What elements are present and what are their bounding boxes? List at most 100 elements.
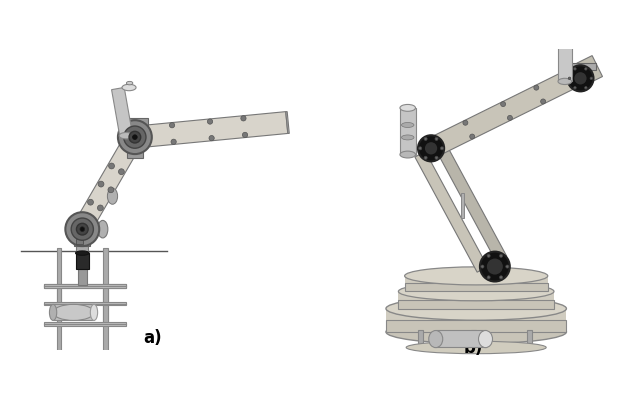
- Polygon shape: [404, 283, 548, 291]
- Bar: [386, 310, 566, 332]
- Ellipse shape: [398, 282, 554, 301]
- Circle shape: [500, 254, 503, 257]
- Circle shape: [133, 135, 137, 139]
- Circle shape: [80, 227, 84, 231]
- Circle shape: [487, 254, 490, 257]
- Ellipse shape: [50, 304, 57, 320]
- Circle shape: [500, 102, 505, 107]
- Circle shape: [108, 187, 114, 193]
- Circle shape: [76, 224, 88, 235]
- Polygon shape: [415, 151, 488, 272]
- Polygon shape: [577, 55, 603, 84]
- Polygon shape: [134, 112, 288, 148]
- Ellipse shape: [429, 331, 443, 348]
- Bar: [104, 289, 108, 365]
- Circle shape: [124, 126, 146, 148]
- Polygon shape: [398, 300, 554, 309]
- Circle shape: [470, 134, 475, 139]
- Circle shape: [71, 218, 93, 240]
- Polygon shape: [386, 320, 566, 332]
- Bar: [471, 330, 476, 349]
- Bar: [526, 330, 531, 349]
- Circle shape: [435, 156, 438, 159]
- Ellipse shape: [386, 320, 566, 344]
- Circle shape: [574, 86, 576, 89]
- Circle shape: [481, 265, 484, 268]
- Bar: [104, 248, 108, 324]
- Circle shape: [540, 99, 545, 104]
- Text: b): b): [464, 339, 483, 357]
- Circle shape: [243, 132, 248, 138]
- Bar: [565, 63, 596, 70]
- Ellipse shape: [479, 331, 493, 348]
- Circle shape: [567, 65, 594, 91]
- Bar: [112, 88, 132, 136]
- Bar: [398, 291, 554, 309]
- Circle shape: [568, 77, 571, 80]
- Circle shape: [118, 120, 152, 154]
- Ellipse shape: [561, 34, 568, 38]
- Circle shape: [585, 68, 587, 70]
- Bar: [558, 41, 572, 81]
- Circle shape: [418, 135, 444, 161]
- Polygon shape: [74, 132, 143, 232]
- Circle shape: [88, 199, 93, 205]
- Bar: [44, 284, 126, 288]
- Polygon shape: [286, 112, 290, 133]
- Ellipse shape: [126, 81, 133, 85]
- Bar: [418, 330, 423, 349]
- Circle shape: [463, 120, 468, 125]
- Bar: [400, 108, 415, 155]
- Bar: [122, 118, 148, 126]
- Ellipse shape: [53, 304, 94, 320]
- Circle shape: [241, 116, 246, 121]
- Circle shape: [119, 169, 124, 175]
- Ellipse shape: [404, 267, 548, 285]
- Bar: [74, 234, 90, 246]
- Ellipse shape: [406, 341, 546, 354]
- Circle shape: [435, 137, 438, 141]
- Bar: [76, 253, 89, 269]
- Bar: [127, 146, 143, 158]
- Ellipse shape: [122, 84, 136, 91]
- Circle shape: [129, 131, 141, 143]
- Circle shape: [534, 85, 539, 90]
- Circle shape: [418, 147, 422, 150]
- Ellipse shape: [76, 251, 89, 255]
- Circle shape: [170, 123, 175, 128]
- Bar: [76, 239, 83, 244]
- Ellipse shape: [98, 221, 108, 238]
- Bar: [44, 284, 126, 288]
- Ellipse shape: [558, 78, 572, 85]
- Bar: [44, 322, 126, 326]
- Ellipse shape: [90, 304, 98, 320]
- Bar: [460, 193, 464, 219]
- Ellipse shape: [107, 188, 117, 204]
- Ellipse shape: [400, 151, 415, 158]
- Bar: [436, 330, 486, 347]
- Ellipse shape: [401, 135, 414, 140]
- Bar: [53, 304, 94, 320]
- Bar: [57, 248, 61, 324]
- Ellipse shape: [119, 133, 133, 139]
- Circle shape: [98, 181, 104, 187]
- Text: a): a): [143, 329, 162, 347]
- Circle shape: [574, 68, 576, 70]
- Circle shape: [97, 205, 104, 211]
- Bar: [76, 231, 88, 253]
- Circle shape: [65, 212, 99, 246]
- Bar: [78, 269, 86, 285]
- Circle shape: [590, 77, 592, 80]
- Circle shape: [209, 136, 214, 141]
- Bar: [404, 276, 548, 291]
- Ellipse shape: [401, 123, 414, 128]
- Circle shape: [171, 139, 177, 144]
- Ellipse shape: [558, 38, 572, 44]
- Ellipse shape: [386, 297, 566, 320]
- Circle shape: [573, 71, 587, 85]
- Circle shape: [505, 265, 509, 268]
- Circle shape: [486, 258, 504, 275]
- Circle shape: [480, 251, 510, 281]
- Circle shape: [424, 137, 427, 141]
- Polygon shape: [427, 65, 587, 157]
